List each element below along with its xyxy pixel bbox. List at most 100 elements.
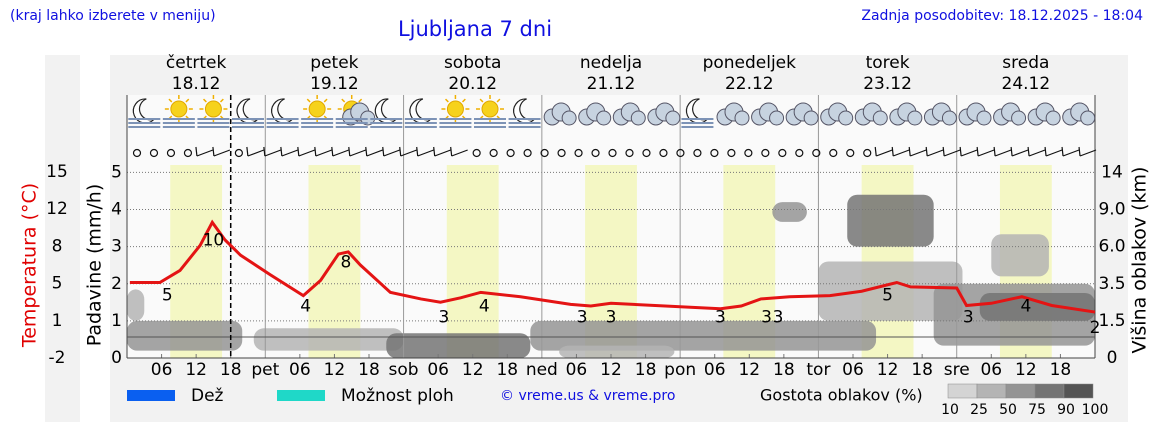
weather-icon [785, 102, 819, 126]
weather-icon-part [1045, 110, 1061, 126]
x-tick-label: pon [664, 360, 696, 380]
weather-icon-part [907, 110, 923, 126]
temp-tick-label: 8 [52, 236, 63, 256]
legend-label: Možnost ploh [341, 386, 454, 406]
wind-calm [795, 148, 804, 158]
day-name: sobota [444, 53, 502, 73]
x-tick-label: 06 [704, 360, 726, 380]
wind-barb [314, 146, 317, 157]
cloud-area [386, 333, 531, 358]
weather-icon [958, 102, 992, 126]
wind-barb [366, 149, 383, 157]
y-tick-label: 0 [111, 348, 122, 368]
weather-icon [612, 102, 646, 126]
wind-barb [926, 149, 944, 157]
day-name: nedelja [580, 53, 642, 73]
x-tick-label: 18 [635, 360, 657, 380]
x-tick-label: sob [389, 360, 419, 380]
temperature-label: 10 [203, 231, 225, 251]
x-tick-label: 18 [1050, 360, 1072, 380]
x-tick-label: 12 [1015, 360, 1037, 380]
wind-barb [942, 146, 945, 157]
temp-tick-label: 1 [52, 311, 63, 331]
weather-icon [232, 98, 264, 128]
weather-icon-part [561, 110, 577, 126]
cloud-area [847, 194, 934, 247]
weather-icon-part [872, 110, 888, 126]
wind-barb [434, 149, 451, 157]
day-name: petek [310, 53, 358, 73]
wind-calm [727, 148, 736, 158]
weather-icon [1062, 102, 1096, 126]
wind-barb [382, 146, 385, 157]
y2-axis-title: Višina oblakov (km) [1129, 167, 1151, 354]
weather-icon [820, 102, 854, 126]
weather-icon-part [358, 98, 363, 103]
x-tick-label: 12 [877, 360, 899, 380]
wind-barb [943, 149, 961, 157]
wind-calm [659, 148, 668, 158]
x-tick-label: 12 [738, 360, 760, 380]
weather-icon-part [170, 100, 188, 118]
wind-barb [247, 149, 265, 157]
day-name: ponedeljek [703, 53, 797, 73]
wind-calm [523, 148, 532, 158]
wind-barb [1045, 149, 1063, 157]
wind-barb [332, 149, 350, 157]
weather-icon [647, 102, 681, 126]
weather-icon-part [496, 98, 501, 103]
y2-tick-label: 3.5 [1098, 274, 1125, 294]
temperature-label: 4 [300, 296, 311, 316]
wind-calm [829, 148, 838, 158]
temp-tick-label: 12 [46, 199, 68, 219]
weather-icon-part [481, 100, 499, 118]
temperature-label: 3 [761, 307, 772, 327]
wind-calm [608, 148, 617, 158]
cloud-legend-label: 50 [999, 402, 1017, 418]
wind-barb [246, 146, 249, 157]
weather-icon [439, 95, 472, 128]
x-tick-label: sre [944, 360, 970, 380]
weather-icon-part [838, 110, 854, 126]
weather-icon [716, 102, 750, 126]
wind-calm [812, 148, 821, 158]
wind-calm [472, 148, 481, 158]
wind-calm [761, 148, 770, 158]
weather-icon-part [341, 98, 346, 103]
x-tick-label: 18 [496, 360, 518, 380]
cloud-area [127, 320, 243, 351]
wind-barb [196, 149, 214, 157]
temperature-label: 4 [479, 296, 490, 316]
day-date: 20.12 [448, 74, 497, 94]
wind-barb [909, 149, 927, 157]
weather-icon-part [803, 110, 819, 126]
weather-icon [681, 98, 714, 128]
weather-icon-part [202, 98, 207, 103]
y2-tick-label: 1.5 [1098, 311, 1125, 331]
y-tick-label: 3 [111, 237, 122, 257]
temperature-label: 3 [773, 307, 784, 327]
wind-calm [489, 148, 498, 158]
temperature-label: 5 [882, 285, 893, 305]
temperature-label: 5 [162, 285, 173, 305]
cloud-area [530, 320, 877, 351]
wind-calm [506, 148, 515, 158]
day-date: 23.12 [863, 74, 912, 94]
weather-icon-part [513, 98, 536, 124]
wind-barb [433, 146, 436, 157]
cloud-area [253, 328, 404, 351]
weather-icon-part [219, 98, 224, 103]
temperature-label: 3 [438, 307, 449, 327]
wind-barb [977, 149, 995, 157]
weather-icon [751, 102, 785, 126]
wind-barb [993, 146, 996, 157]
y-tick-label: 1 [111, 311, 122, 331]
x-tick-label: 06 [151, 360, 173, 380]
weather-icon-part [630, 110, 646, 126]
wind-barb [1062, 149, 1080, 157]
weather-icon-part [132, 98, 155, 124]
temp-tick-label: 5 [52, 274, 63, 294]
wind-calm [183, 148, 193, 158]
x-tick-label: 12 [462, 360, 484, 380]
